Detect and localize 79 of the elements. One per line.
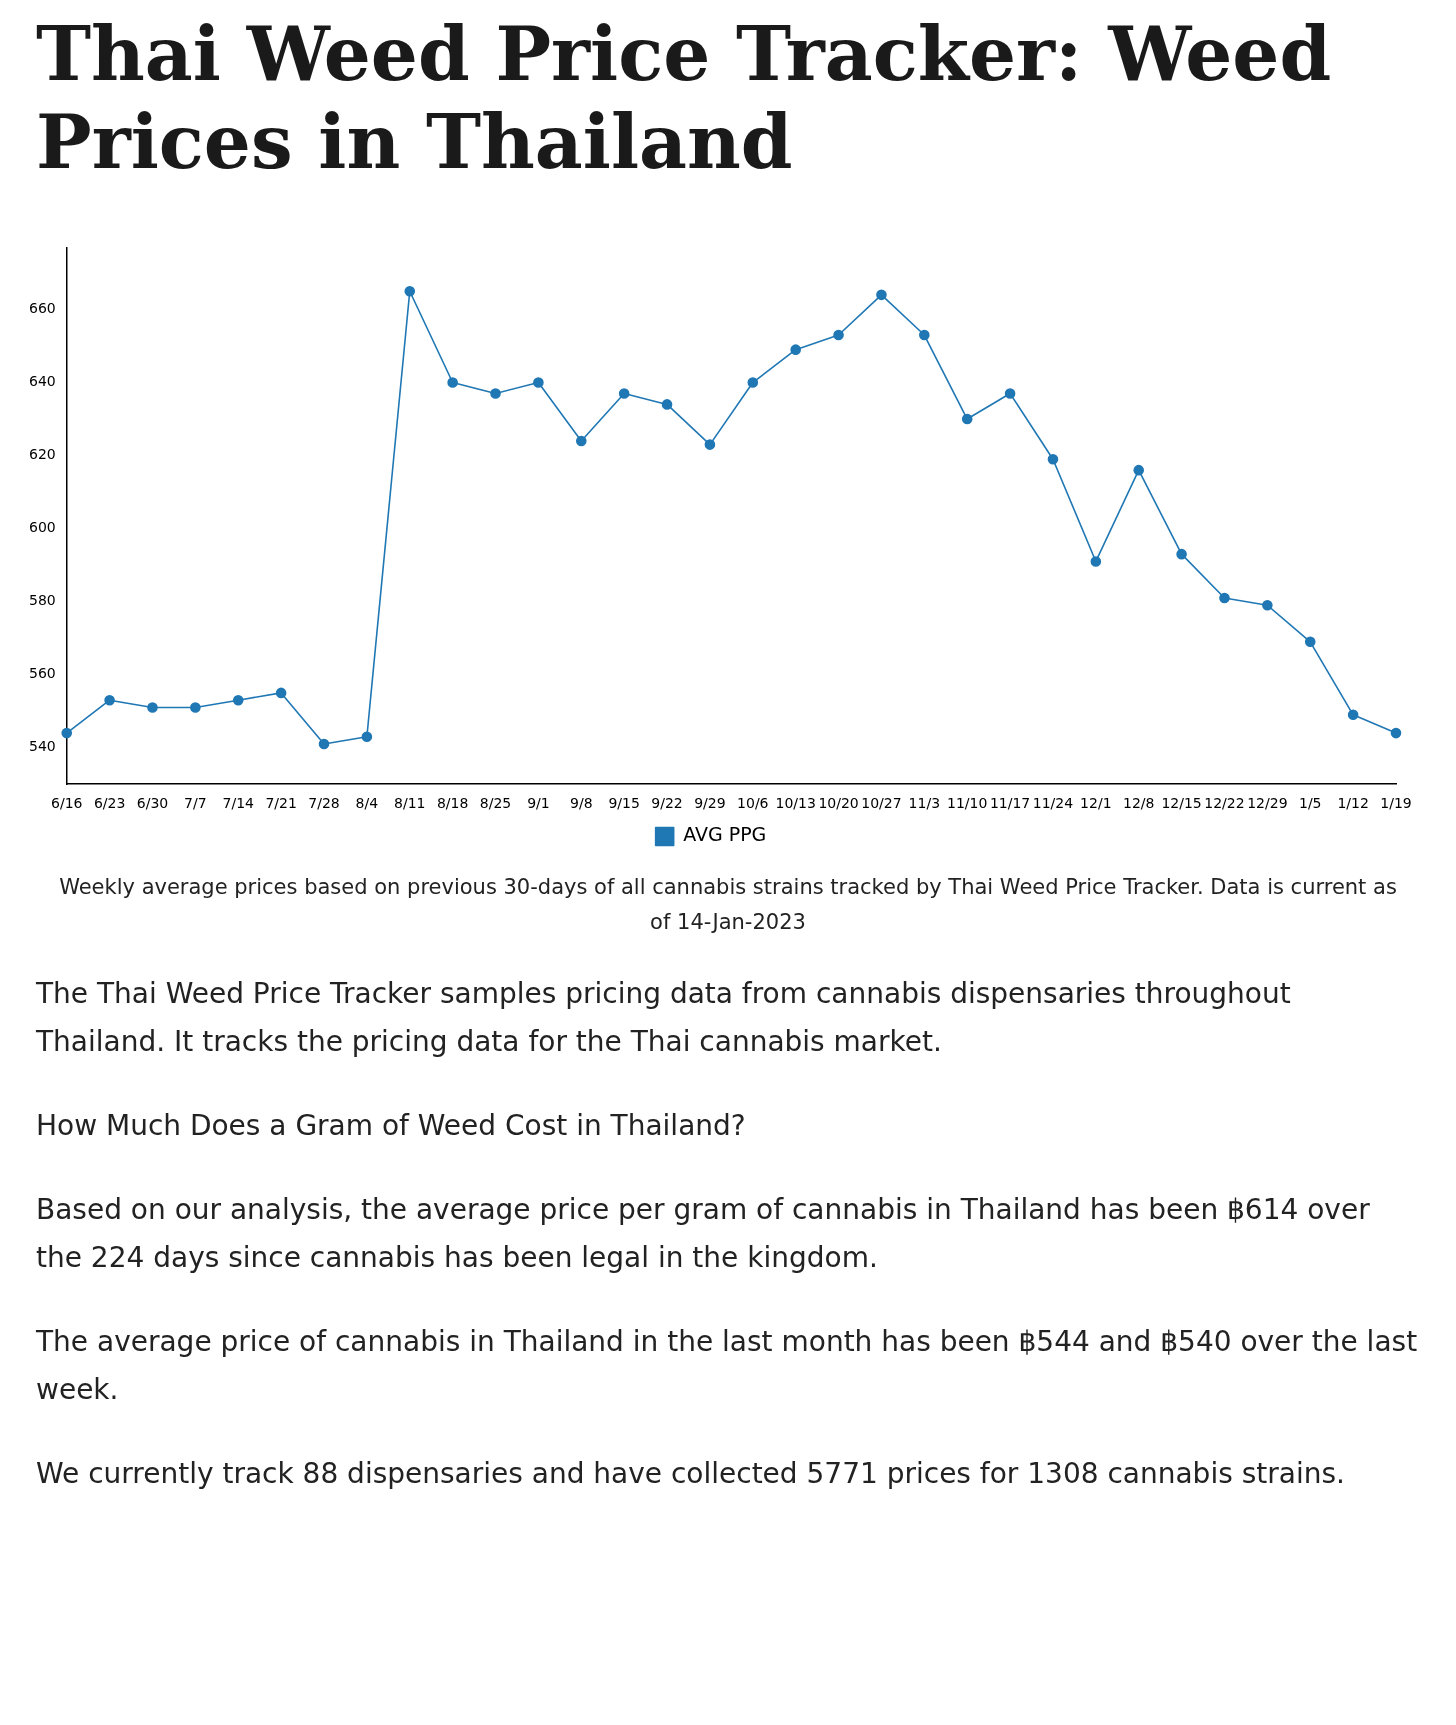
x-tick-label: 12/22 <box>1204 795 1245 812</box>
y-tick-label: 620 <box>28 446 56 463</box>
point <box>318 738 330 750</box>
x-tick-label: 7/7 <box>184 795 207 812</box>
x-tick-label: 11/10 <box>947 795 988 812</box>
x-tick-label: 7/14 <box>222 795 255 812</box>
point <box>833 329 844 341</box>
text: We currently track 88 dispensaries and have collected 5771 prices for 1308 cannabis strains. <box>36 1456 1346 1492</box>
point <box>919 329 930 341</box>
point <box>1090 556 1102 567</box>
y-tick-label: 660 <box>28 300 56 317</box>
x-tick-label: 7/21 <box>265 795 297 812</box>
point <box>104 694 115 706</box>
point <box>790 344 801 355</box>
x-tick-label: 11/17 <box>989 795 1031 812</box>
point <box>1390 727 1402 739</box>
point <box>232 694 244 706</box>
point <box>661 399 673 410</box>
point <box>1047 453 1059 465</box>
y-tick-label: 540 <box>28 738 56 755</box>
x-tick-label: 7/28 <box>308 795 340 812</box>
x-tick-label: 12/15 <box>1161 795 1202 812</box>
x-tick-label: 1/5 <box>1298 795 1322 812</box>
point <box>1176 548 1187 560</box>
x-tick-label: 10/20 <box>818 795 859 812</box>
y-tick-label: 580 <box>28 592 56 609</box>
point <box>1262 599 1273 611</box>
point <box>747 377 759 388</box>
x-tick-label: 10/13 <box>775 795 816 812</box>
point <box>147 702 158 713</box>
x-tick-label: 11/3 <box>908 795 941 812</box>
x-tick-label: 10/27 <box>861 795 902 812</box>
x-tick-label: 9/8 <box>570 795 593 812</box>
point <box>447 377 458 388</box>
point <box>1347 709 1359 721</box>
y-tick-label: 560 <box>28 665 56 682</box>
x-tick-label: 8/11 <box>394 795 426 812</box>
x-tick-label: 6/23 <box>93 795 126 812</box>
text: How Much Does a Gram of Weed Cost in Thailand? <box>36 1108 747 1144</box>
point <box>1219 592 1230 604</box>
point <box>1004 388 1016 399</box>
point <box>1133 464 1145 476</box>
point <box>404 285 416 297</box>
x-tick-label: 10/6 <box>737 795 769 812</box>
point <box>1304 636 1316 648</box>
x-tick-label: 8/25 <box>479 795 512 812</box>
point <box>533 377 544 388</box>
x-tick-label: 1/19 <box>1380 795 1412 812</box>
point <box>61 727 73 739</box>
point <box>361 731 373 743</box>
point <box>876 289 887 301</box>
point <box>618 388 630 399</box>
point <box>704 439 716 450</box>
y-tick-label: 600 <box>28 519 56 536</box>
x-tick-label: 12/1 <box>1080 795 1112 812</box>
chart-title: Thai Weed Price Tracker: Weed Prices in Thailand <box>36 10 1333 186</box>
x-tick-label: 11/24 <box>1032 795 1074 812</box>
y-tick-label: 640 <box>28 373 56 390</box>
x-tick-label: 8/18 <box>436 795 469 812</box>
x-tick-label: 9/1 <box>527 795 550 812</box>
point <box>490 388 501 399</box>
x-tick-label: 12/8 <box>1122 795 1155 812</box>
x-tick-label: 9/15 <box>608 795 640 812</box>
x-tick-label: 6/30 <box>136 795 169 812</box>
legend-label: AVG PPG <box>683 823 767 846</box>
point <box>961 413 973 425</box>
text: The Thai Weed Price Tracker samples pricing data from cannabis dispensaries throughout Thailand. It tracks the pricing data for the Thai cannabis market. <box>36 976 1292 1060</box>
x-tick-label: 6/16 <box>51 795 83 812</box>
x-tick-label: 12/29 <box>1247 795 1288 812</box>
point <box>190 702 201 713</box>
x-tick-label: 1/12 <box>1337 795 1369 812</box>
x-tick-label: 8/4 <box>355 795 379 812</box>
point <box>275 687 287 699</box>
x-tick-label: 9/22 <box>651 795 683 812</box>
text: The average price of cannabis in Thailand in the last month has been ฿544 and ฿540 over the last week. <box>36 1324 1419 1408</box>
x-tick-label: 9/29 <box>694 795 726 812</box>
text: Weekly average prices based on previous 30-days of all cannabis strains tracked by Thai Weed Price Tracker. Data is current as of 14-Jan-2023 <box>58 874 1398 936</box>
point <box>575 435 587 447</box>
text: Based on our analysis, the average price per gram of cannabis in Thailand has been ฿614 over the 224 days since cannabis has been legal in the kingdom. <box>36 1192 1371 1276</box>
